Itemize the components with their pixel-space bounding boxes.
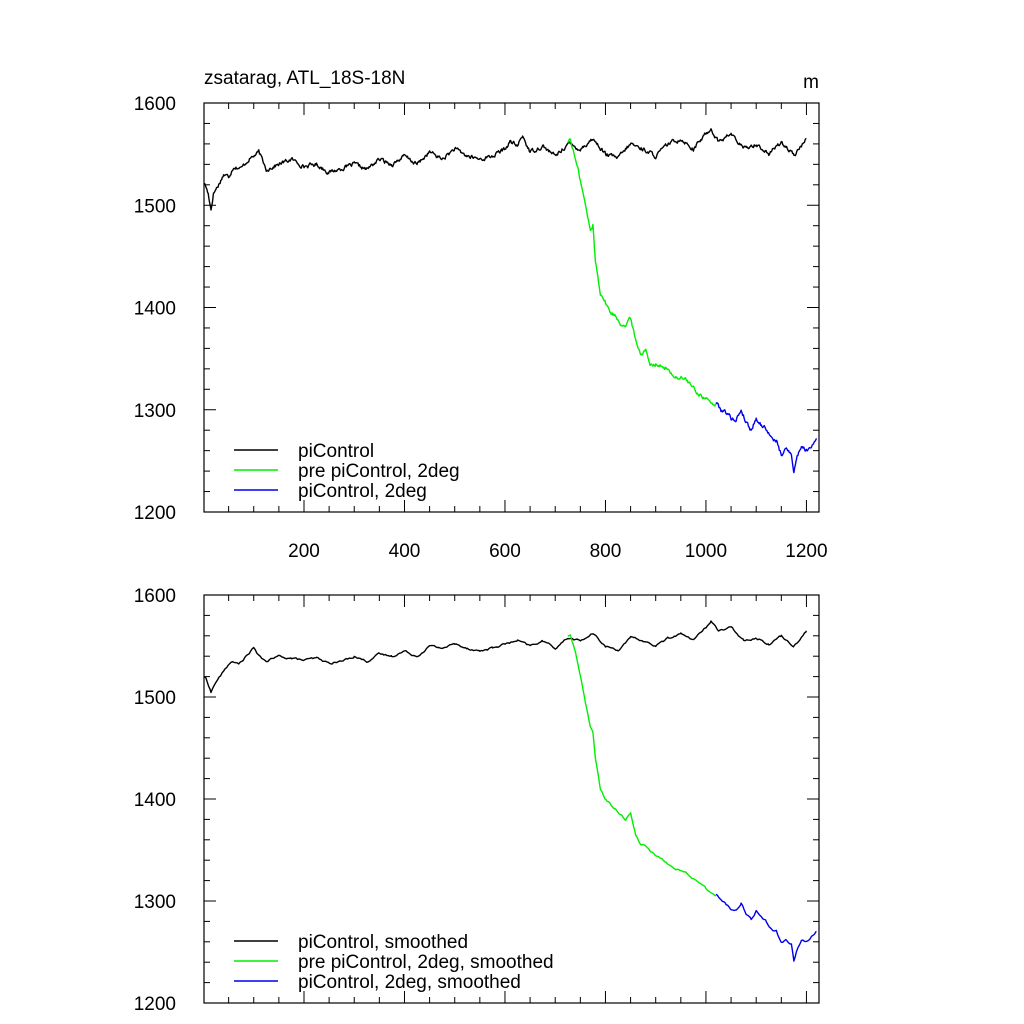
y-tick-label: 1300 — [134, 401, 176, 422]
legend-label: piControl, smoothed — [298, 932, 468, 953]
legend-label: piControl — [298, 441, 374, 462]
plot-frame — [203, 102, 820, 513]
x-tick-label: 600 — [489, 541, 521, 562]
y-tick-label: 1300 — [134, 892, 176, 913]
legend-label: piControl, 2deg — [298, 481, 427, 502]
y-tick-label: 1400 — [134, 790, 176, 811]
series-line-2 — [567, 634, 717, 897]
x-tick-label: 400 — [389, 541, 421, 562]
x-tick-label: 800 — [590, 541, 622, 562]
legend-label: pre piControl, 2deg, smoothed — [298, 952, 554, 973]
y-tick-label: 1500 — [134, 196, 176, 217]
y-tick-label: 1400 — [134, 299, 176, 320]
top-panel: 1200 1300 1400 1500 1600 200 400 600 800 1000 1200… — [134, 94, 828, 562]
series-line-1 — [203, 128, 807, 211]
legend-label: piControl, 2deg, smoothed — [298, 972, 521, 993]
y-tick-label: 1200 — [134, 503, 176, 524]
y-tick-label: 1600 — [134, 586, 176, 607]
series-line-1 — [203, 620, 808, 694]
series-line-3 — [715, 401, 818, 474]
y-tick-label: 1500 — [134, 688, 176, 709]
plot-frame — [203, 594, 820, 1004]
legend-label: pre piControl, 2deg — [298, 461, 460, 482]
chart-title: zsatarag, ATL_18S-18N — [204, 68, 405, 89]
x-tick-label: 1200 — [785, 541, 827, 562]
units-label: m — [803, 72, 819, 93]
series-line-3 — [715, 893, 817, 962]
y-tick-label: 1200 — [134, 994, 176, 1015]
x-tick-label: 1000 — [685, 541, 727, 562]
x-tick-label: 200 — [288, 541, 320, 562]
y-tick-label: 1600 — [134, 94, 176, 115]
series-line-2 — [567, 138, 717, 407]
